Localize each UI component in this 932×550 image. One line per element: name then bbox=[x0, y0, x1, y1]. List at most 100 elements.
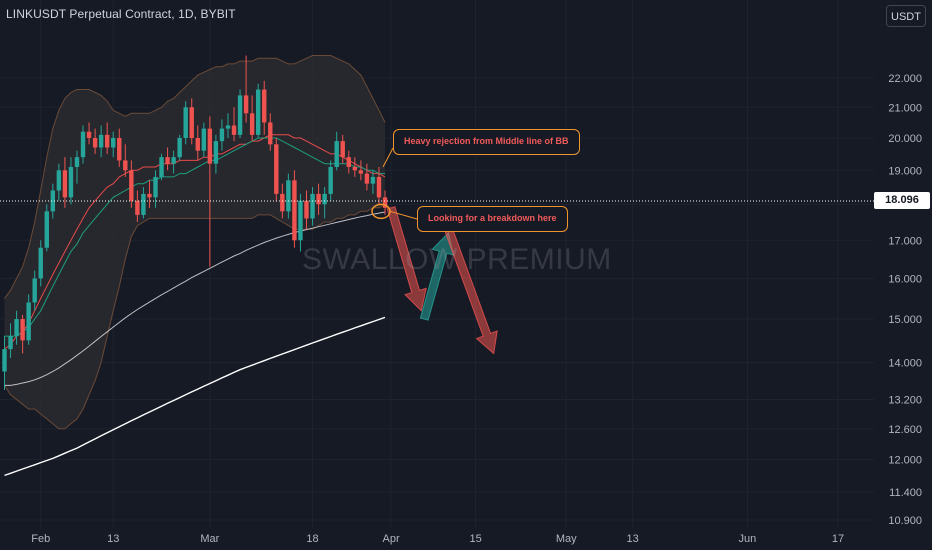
candle-body bbox=[153, 176, 158, 198]
candle-body bbox=[255, 89, 261, 135]
candle-body bbox=[340, 141, 345, 158]
candle-body bbox=[219, 128, 225, 142]
candle-body bbox=[280, 193, 285, 212]
x-tick-label: 18 bbox=[306, 533, 318, 545]
candle-body bbox=[20, 319, 25, 341]
breakdown-annotation[interactable]: Looking for a breakdown here bbox=[417, 206, 568, 232]
y-tick-label: 20.000 bbox=[888, 133, 922, 145]
candle-body bbox=[8, 336, 13, 350]
y-tick-label: 13.200 bbox=[888, 395, 922, 407]
candle-body bbox=[62, 170, 68, 198]
candle-body bbox=[201, 128, 207, 151]
candle-body bbox=[364, 173, 370, 184]
candle-body bbox=[292, 180, 297, 241]
y-tick-label: 15.000 bbox=[888, 314, 922, 326]
symbol-title: LINKUSDT Perpetual Contract, 1D, BYBIT bbox=[6, 7, 236, 21]
candle-body bbox=[195, 137, 200, 151]
candle-body bbox=[177, 137, 182, 158]
candle-body bbox=[135, 200, 140, 215]
bb-upper-line bbox=[4, 55, 386, 299]
watermark: SWALLOW PREMIUM bbox=[302, 243, 612, 276]
candle-body bbox=[189, 107, 194, 138]
candle-body bbox=[304, 200, 309, 219]
candle-body bbox=[334, 141, 339, 167]
candle-body bbox=[376, 176, 382, 198]
x-tick-label: 13 bbox=[107, 533, 119, 545]
current-price-label: 18.096 bbox=[874, 192, 930, 209]
candle-body bbox=[141, 193, 146, 215]
currency-button[interactable]: USDT bbox=[886, 5, 926, 27]
breakdown-marker bbox=[371, 147, 418, 220]
candle-body bbox=[358, 170, 364, 174]
projection-arrows bbox=[386, 206, 498, 355]
x-tick-label: 13 bbox=[627, 533, 639, 545]
candle-body bbox=[249, 113, 255, 135]
bb-basis-line bbox=[4, 134, 386, 350]
candle-body bbox=[38, 247, 43, 279]
bb-fill bbox=[4, 55, 385, 429]
y-tick-label: 10.900 bbox=[888, 515, 922, 527]
candle-body bbox=[123, 160, 128, 171]
candles bbox=[2, 55, 388, 391]
moving-average-line bbox=[4, 137, 385, 337]
candle-body bbox=[352, 166, 358, 171]
candle-body bbox=[328, 166, 333, 194]
y-tick-label: 22.000 bbox=[888, 73, 922, 85]
candle-body bbox=[32, 278, 37, 303]
candle-body bbox=[346, 157, 351, 167]
candle-body bbox=[98, 134, 104, 148]
candle-body bbox=[310, 193, 315, 219]
candle-body bbox=[225, 125, 231, 129]
candle-body bbox=[183, 107, 188, 138]
annotation-connector bbox=[389, 210, 418, 220]
candle-body bbox=[207, 128, 213, 164]
candle-body bbox=[298, 200, 303, 241]
candle-body bbox=[268, 122, 273, 145]
x-tick-label: 17 bbox=[832, 533, 844, 545]
y-tick-label: 21.000 bbox=[888, 102, 922, 114]
candle-body bbox=[171, 157, 176, 164]
y-tick-label: 19.000 bbox=[888, 165, 922, 177]
candle-body bbox=[117, 137, 122, 161]
rejection-annotation[interactable]: Heavy rejection from Middle line of BB bbox=[393, 129, 580, 155]
candle-body bbox=[104, 134, 110, 148]
candle-body bbox=[316, 193, 321, 205]
candle-body bbox=[322, 193, 327, 205]
y-tick-label: 12.000 bbox=[888, 454, 922, 466]
candle-body bbox=[111, 137, 116, 148]
grid-lines bbox=[0, 0, 874, 528]
candle-body bbox=[74, 157, 80, 167]
x-tick-label: Jun bbox=[739, 533, 757, 545]
candle-body bbox=[262, 89, 267, 123]
candle-body bbox=[274, 144, 279, 194]
candle-body bbox=[80, 131, 86, 158]
candle-body bbox=[14, 319, 19, 337]
projection-arrow bbox=[386, 206, 427, 312]
candle-body bbox=[2, 349, 7, 372]
candle-body bbox=[370, 176, 376, 184]
x-tick-label: May bbox=[556, 533, 577, 545]
moving-average-line bbox=[4, 211, 386, 386]
bollinger-bands bbox=[4, 55, 386, 430]
candle-body bbox=[129, 170, 134, 201]
projection-arrow bbox=[444, 227, 498, 355]
price-axis[interactable]: 22.00021.00020.00019.00018.00017.00016.0… bbox=[888, 73, 922, 527]
candle-body bbox=[56, 170, 62, 191]
candle-body bbox=[50, 190, 56, 212]
moving-average-line bbox=[4, 316, 386, 477]
projection-arrow bbox=[419, 231, 455, 321]
annotation-connector bbox=[382, 147, 394, 168]
candle-body bbox=[213, 141, 219, 164]
candle-body bbox=[147, 193, 152, 198]
moving-averages bbox=[4, 137, 386, 477]
candle-body bbox=[165, 157, 170, 164]
time-axis[interactable]: Feb 13 Mar 18 Apr 15 May 13 Jun 17 bbox=[31, 533, 844, 545]
x-tick-label: Mar bbox=[200, 533, 219, 545]
x-tick-label: Feb bbox=[31, 533, 50, 545]
candle-body bbox=[286, 180, 291, 212]
y-tick-label: 11.400 bbox=[889, 487, 922, 499]
candle-body bbox=[243, 95, 249, 114]
candle-body bbox=[231, 125, 237, 135]
candle-body bbox=[382, 197, 388, 208]
